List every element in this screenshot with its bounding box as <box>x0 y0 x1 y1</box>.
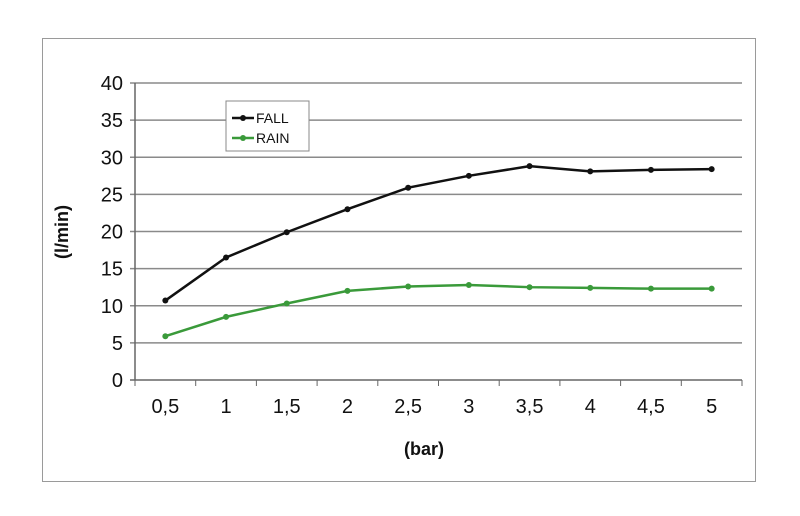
y-tick-label: 40 <box>101 73 123 95</box>
x-axis-label: (bar) <box>404 439 444 459</box>
chart-frame <box>42 38 756 482</box>
legend: FALL RAIN <box>225 100 310 152</box>
y-axis-label: (l/min) <box>52 205 72 259</box>
data-point-fall <box>283 229 290 236</box>
y-tick-label: 20 <box>101 222 123 244</box>
y-tick-label: 30 <box>101 147 123 169</box>
series-lines <box>162 163 715 340</box>
y-tick-label: 25 <box>101 184 123 206</box>
y-tick-labels: 0 5 10 15 20 25 30 35 40 <box>101 73 123 392</box>
data-point-rain <box>405 283 412 290</box>
data-point-rain <box>526 284 533 291</box>
series-line-fall <box>164 164 712 302</box>
gridlines <box>130 82 743 386</box>
data-point-rain <box>344 287 351 294</box>
data-point-fall <box>344 206 351 213</box>
x-tick-label: 4,5 <box>637 396 665 418</box>
data-point-fall <box>526 163 533 170</box>
data-point-fall <box>587 168 594 175</box>
legend-marker <box>240 115 246 121</box>
data-point-fall <box>405 184 412 191</box>
data-point-rain <box>465 281 472 288</box>
data-point-fall <box>162 297 169 304</box>
y-tick-label: 5 <box>112 333 123 355</box>
data-point-fall <box>708 166 715 173</box>
data-point-rain <box>283 300 290 307</box>
x-tick-label: 2,5 <box>394 396 422 418</box>
legend-label: FALL <box>256 110 289 126</box>
legend-box <box>225 100 310 152</box>
x-tick-label: 2 <box>342 396 353 418</box>
data-point-rain <box>587 284 594 291</box>
y-tick-label: 15 <box>101 259 123 281</box>
data-point-rain <box>162 333 169 340</box>
y-tick-label: 10 <box>101 296 123 318</box>
y-tick-label: 0 <box>112 370 123 392</box>
x-tick-labels: 0,5 1 1,5 2 2,5 3 3,5 4 4,5 5 <box>151 396 717 418</box>
x-tick-label: 3,5 <box>516 396 544 418</box>
series-line-rain <box>164 283 712 338</box>
x-tick-label: 1,5 <box>273 396 301 418</box>
x-tick-label: 1 <box>220 396 231 418</box>
y-tick-label: 35 <box>101 110 123 132</box>
x-tick-label: 3 <box>463 396 474 418</box>
data-point-rain <box>708 285 715 292</box>
x-tick-label: 0,5 <box>151 396 179 418</box>
x-tick-label: 5 <box>706 396 717 418</box>
data-point-fall <box>465 172 472 179</box>
data-point-fall <box>223 254 230 261</box>
data-point-fall <box>647 166 654 173</box>
legend-marker <box>240 135 246 141</box>
data-point-rain <box>223 313 230 320</box>
data-point-rain <box>647 285 654 292</box>
x-tick-label: 4 <box>585 396 596 418</box>
legend-label: RAIN <box>256 130 289 146</box>
